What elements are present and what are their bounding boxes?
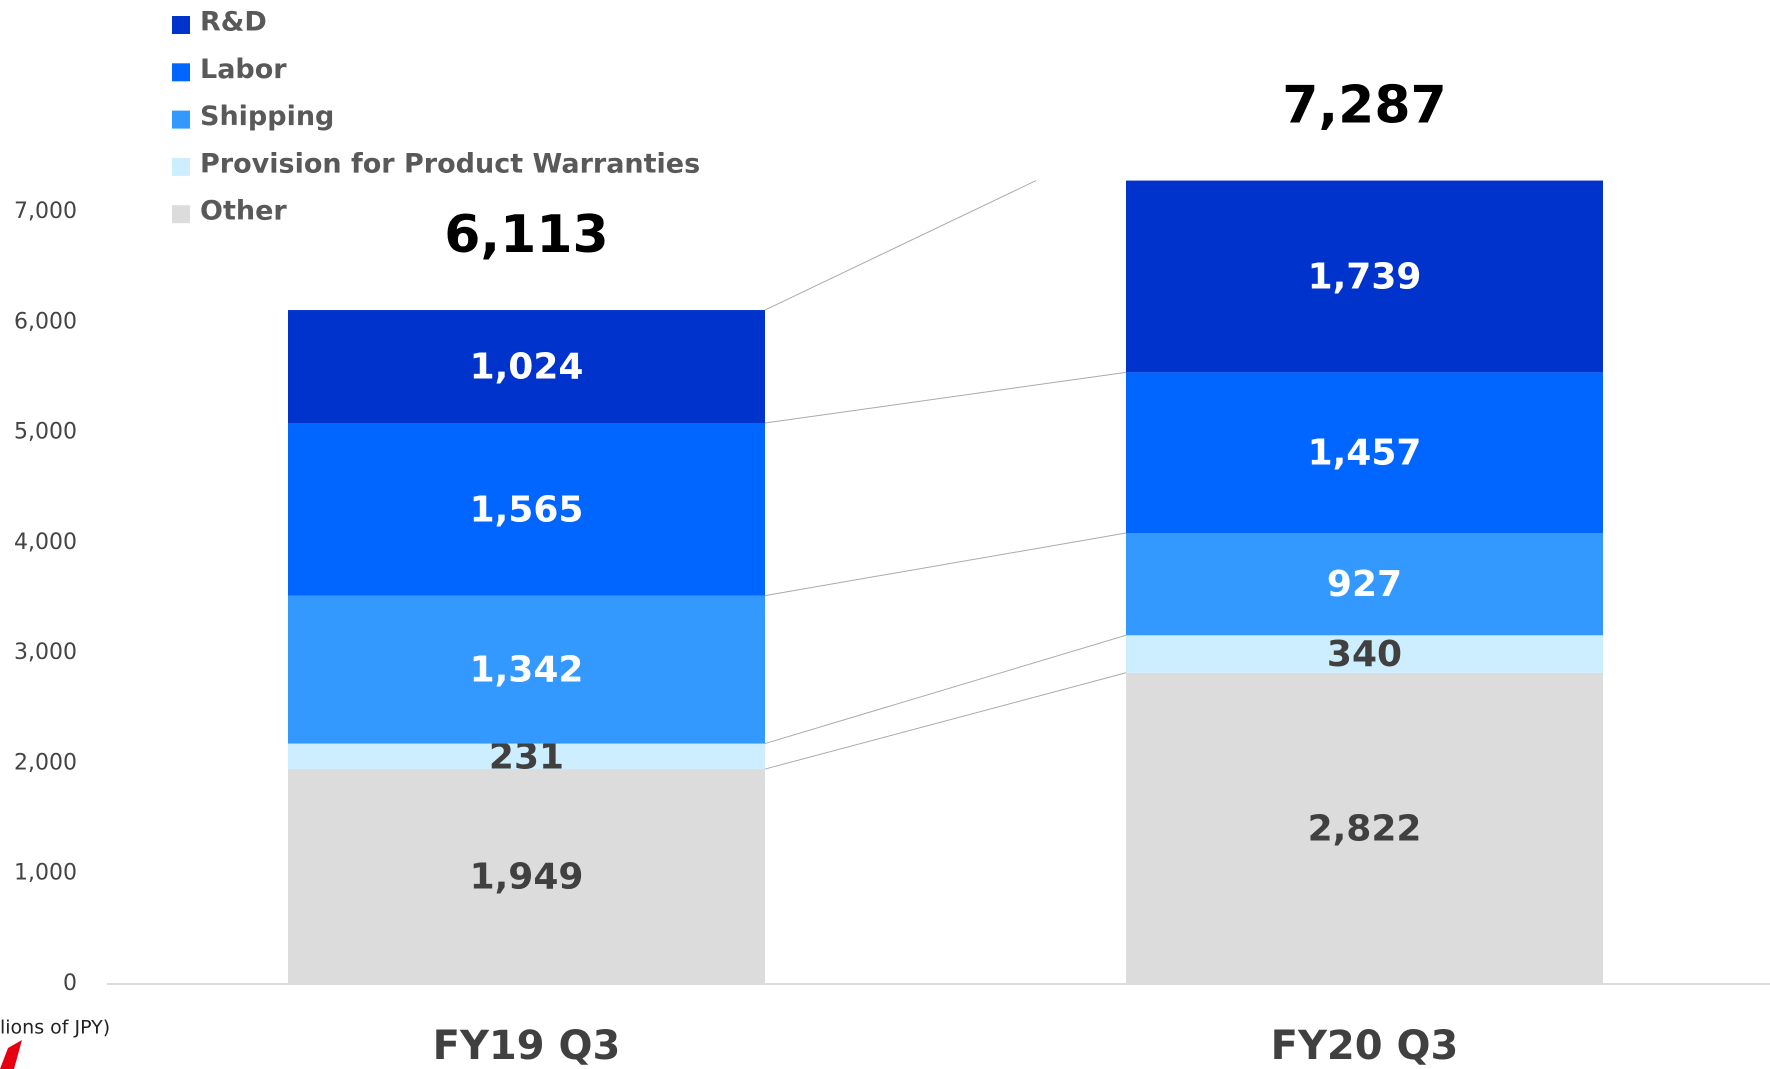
bar-segment: [288, 769, 765, 984]
unit-label: lions of JPY): [0, 1017, 110, 1039]
y-tick-label: 7,000: [14, 199, 77, 224]
legend-swatch: [172, 205, 190, 224]
connector: [764, 371, 1127, 424]
total-label: 7,287: [1282, 76, 1446, 136]
x-tick-label: FY19 Q3: [433, 1023, 621, 1069]
y-tick-label: 6,000: [14, 309, 77, 334]
logo-mark: [0, 1040, 22, 1069]
y-tick-label: 4,000: [14, 530, 77, 555]
legend-label: Shipping: [200, 101, 334, 132]
total-label: 6,113: [444, 205, 608, 265]
connector: [764, 634, 1127, 745]
legend-swatch: [172, 110, 190, 129]
bar-segment: [1126, 533, 1603, 636]
value-label: 1,565: [470, 489, 584, 530]
value-label: 1,457: [1308, 433, 1422, 474]
y-tick-label: 3,000: [14, 640, 77, 665]
y-tick-label: 2,000: [14, 750, 77, 775]
bar-segment: [1126, 672, 1603, 984]
connector: [764, 672, 1127, 770]
bar-segment: [288, 310, 765, 423]
y-tick-label: 1,000: [14, 861, 77, 886]
value-label: 2,822: [1308, 808, 1422, 849]
bar-segment: [288, 743, 765, 770]
legend-label: Provision for Product Warranties: [200, 148, 700, 179]
value-label: 1,949: [470, 857, 584, 898]
value-label: 1,342: [470, 650, 584, 691]
legend-swatch: [172, 157, 190, 176]
legend-label: Other: [200, 196, 287, 227]
y-tick-label: 0: [63, 971, 77, 996]
value-label: 1,739: [1308, 256, 1422, 297]
x-tick-label: FY20 Q3: [1271, 1023, 1459, 1069]
bar-segment: [288, 422, 765, 596]
value-label: 340: [1327, 634, 1402, 675]
value-label: 927: [1327, 564, 1402, 605]
bar-segment: [1126, 635, 1603, 673]
legend-label: R&D: [200, 7, 267, 38]
y-tick-label: 5,000: [14, 420, 77, 445]
bar-segment: [288, 595, 765, 744]
bar-segment: [1126, 372, 1603, 534]
legend-label: Labor: [200, 54, 287, 85]
legend-swatch: [172, 63, 190, 82]
connector: [764, 532, 1127, 597]
legend-swatch: [172, 16, 190, 34]
bar-segment: [1126, 180, 1603, 373]
connector: [764, 180, 1037, 311]
value-label: 1,024: [470, 347, 584, 388]
